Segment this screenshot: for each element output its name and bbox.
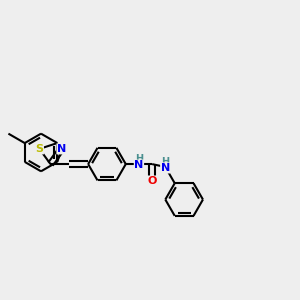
Text: N: N bbox=[57, 144, 66, 154]
Text: S: S bbox=[35, 144, 44, 154]
Text: N: N bbox=[134, 160, 144, 170]
Text: H: H bbox=[135, 154, 143, 164]
Text: N: N bbox=[161, 163, 170, 173]
Text: H: H bbox=[161, 157, 170, 167]
Text: O: O bbox=[147, 176, 157, 186]
